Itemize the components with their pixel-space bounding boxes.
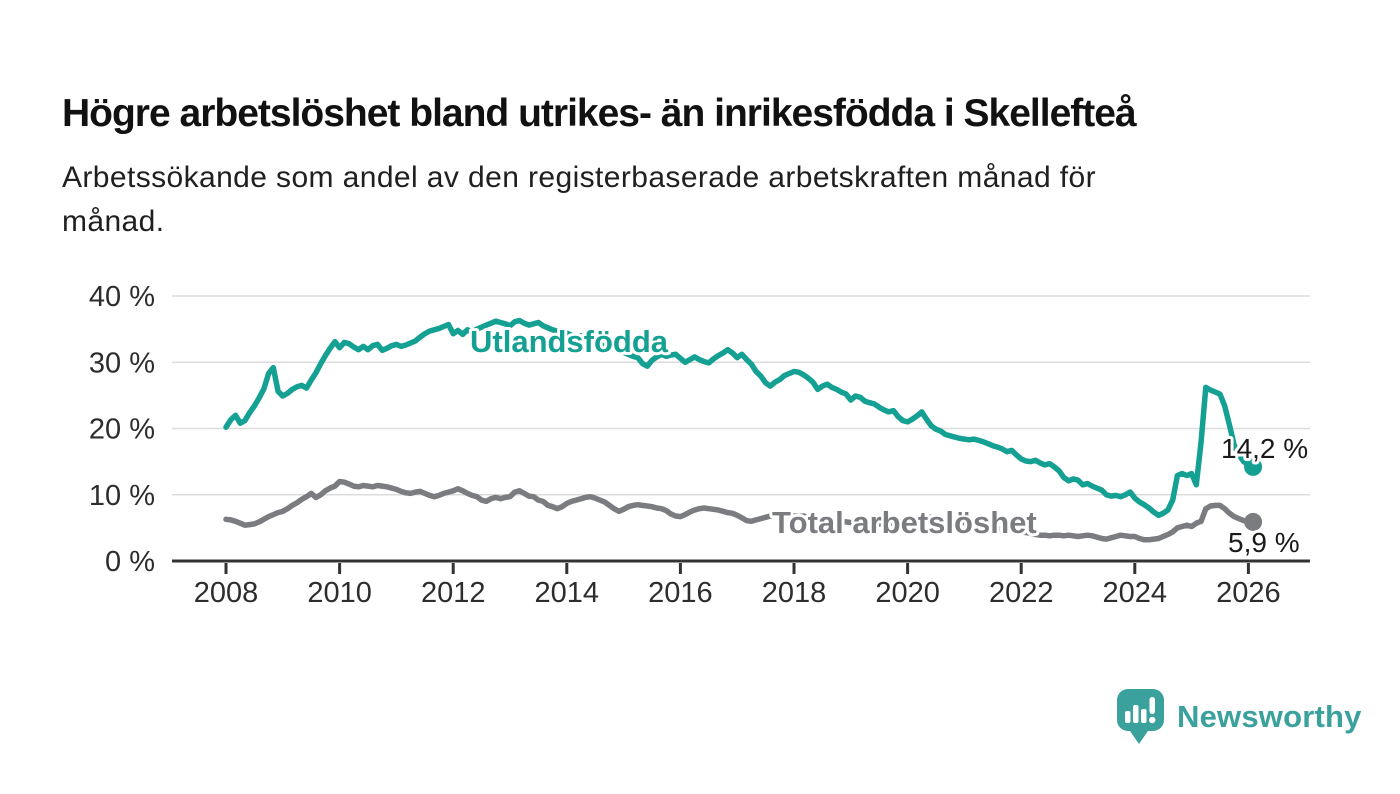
chart-subtitle-line1: Arbetssökande som andel av den registerb… (62, 161, 1096, 194)
page-title: Högre arbetslöshet bland utrikes- än inr… (62, 92, 1137, 136)
newsworthy-logo-icon (1117, 689, 1164, 744)
x-axis-tick-label: 2016 (648, 577, 713, 609)
series-label-total-arbetsloshet: Total arbetslöshet (772, 505, 1037, 540)
series-line-total (223, 478, 1256, 543)
series-line-utlandsfodda (223, 317, 1256, 519)
y-axis-tick-label: 40 % (89, 281, 155, 313)
x-axis-tick-label: 2020 (875, 577, 940, 609)
end-value-label-utlandsfodda: 14,2 % (1221, 433, 1308, 464)
chart-labels: Utlandsfödda Total arbetslöshet 14,2 % 5… (467, 321, 1311, 561)
end-value-label-total: 5,9 % (1228, 527, 1300, 558)
newsworthy-branding: Newsworthy (1116, 688, 1362, 745)
chart-plot-area: 0 % 10 % 20 % 30 % 40 % 2008 2010 2012 2014 2016 2… (89, 281, 1310, 609)
x-axis-tick-label: 2018 (762, 577, 827, 609)
newsworthy-logo-text: Newsworthy (1177, 698, 1362, 734)
x-axis-tick-label: 2024 (1103, 577, 1168, 609)
series-end-dot-utlandsfodda (1244, 457, 1263, 476)
y-axis-tick-label: 0 % (105, 546, 155, 578)
series-label-utlandsfodda: Utlandsfödda (470, 324, 669, 359)
x-axis-tick-label: 2022 (989, 577, 1054, 609)
x-axis-tick-label: 2014 (535, 577, 600, 609)
series-end-dot-total (1244, 512, 1263, 531)
x-axis-tick-label: 2008 (194, 577, 259, 609)
y-axis-tick-label: 10 % (89, 480, 155, 512)
x-axis-tick-label: 2010 (307, 577, 372, 609)
chart-subtitle: Arbetssökande som andel av den registerb… (62, 156, 1302, 244)
exclamation-stem (1149, 697, 1155, 714)
y-axis-tick-label: 20 % (89, 414, 155, 446)
x-axis-tick-label: 2026 (1216, 577, 1281, 609)
y-axis-tick-label: 30 % (89, 347, 155, 379)
x-axis-tick-label: 2012 (421, 577, 486, 609)
exclamation-dot (1149, 716, 1156, 724)
chart-subtitle-line2: månad. (62, 205, 165, 238)
bar-chart-glyph (1125, 697, 1156, 724)
speech-bubble-shape (1117, 689, 1164, 744)
